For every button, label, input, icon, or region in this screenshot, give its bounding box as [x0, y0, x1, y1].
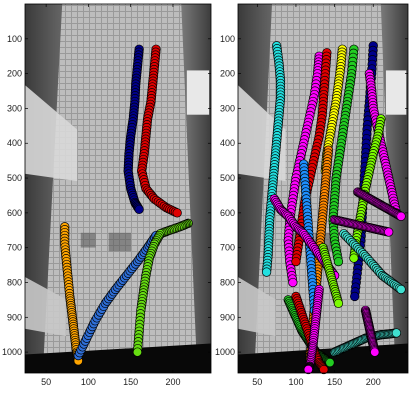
x-tick-label: 200 [165, 377, 180, 387]
y-tick-label: 300 [7, 103, 22, 113]
trajectory-series-1 [283, 51, 324, 288]
trajectory-point [333, 256, 344, 267]
left-panel: 100 200 300 400 500 600 700 800 900 1000 50 100 150 2… [2, 3, 212, 387]
y-tick-label: 400 [7, 138, 22, 148]
x-tick-label: 100 [81, 377, 96, 387]
trajectory-series-1 [137, 44, 182, 218]
y-tick-label: 100 [220, 34, 235, 44]
trajectory-point [319, 364, 329, 375]
y-tick-label: 700 [220, 243, 235, 253]
trajectory-point [132, 347, 143, 357]
y-tick-label: 500 [220, 173, 235, 183]
x-tick-label: 50 [41, 377, 51, 387]
x-tick-label: 150 [123, 377, 138, 387]
axes-frame [24, 3, 212, 374]
y-tick-label: 400 [220, 138, 235, 148]
x-tick-label: 100 [288, 377, 303, 387]
trajectory-markers [60, 44, 193, 366]
trajectory-series-15 [303, 284, 324, 375]
trajectory-point [370, 347, 380, 357]
trajectory-point [172, 208, 182, 218]
y-tick-label: 900 [7, 312, 22, 322]
trajectory-series-18 [318, 243, 344, 309]
y-tick-label: 200 [220, 69, 235, 79]
camera-background-image [25, 4, 211, 373]
y-tick-label: 100 [7, 34, 22, 44]
trajectory-series-19 [353, 187, 406, 221]
trajectory-point [303, 364, 313, 375]
trajectory-series-12 [329, 215, 394, 237]
trajectory-series-0 [123, 44, 144, 215]
y-tick-label: 500 [7, 173, 22, 183]
y-tick-label: 300 [220, 103, 235, 113]
y-tick-label: 600 [220, 208, 235, 218]
trajectory-point [349, 253, 359, 263]
y-tick-label: 1000 [2, 347, 22, 357]
y-tick-label: 200 [7, 69, 22, 79]
trajectory-point [288, 277, 298, 288]
trajectory-series-4 [132, 218, 193, 357]
right-panel: 100 200 300 400 500 600 700 800 900 1000 50 100 150 2… [215, 3, 409, 387]
trajectory-point [396, 284, 406, 295]
y-tick-label: 1000 [215, 347, 235, 357]
axes-frame [237, 3, 409, 374]
trajectory-point [291, 256, 301, 267]
x-tick-label: 50 [252, 377, 262, 387]
trajectory-series-0 [261, 41, 286, 277]
y-tick-label: 900 [220, 312, 235, 322]
y-tick-label: 700 [7, 243, 22, 253]
trajectory-series-11 [339, 229, 406, 295]
trajectory-point [261, 267, 272, 277]
trajectory-point [333, 298, 344, 309]
x-tick-label: 150 [327, 377, 342, 387]
trajectory-point [134, 204, 144, 215]
y-tick-label: 800 [7, 277, 22, 287]
trajectory-point [384, 227, 394, 237]
x-tick-label: 200 [366, 377, 381, 387]
trajectory-point [350, 291, 360, 302]
trajectory-markers [261, 41, 406, 375]
trajectory-series-17 [360, 305, 380, 357]
trajectory-point [396, 211, 406, 221]
y-tick-label: 600 [7, 208, 22, 218]
y-tick-label: 800 [220, 277, 235, 287]
trajectory-point [325, 357, 335, 368]
trajectory-point [391, 328, 402, 338]
